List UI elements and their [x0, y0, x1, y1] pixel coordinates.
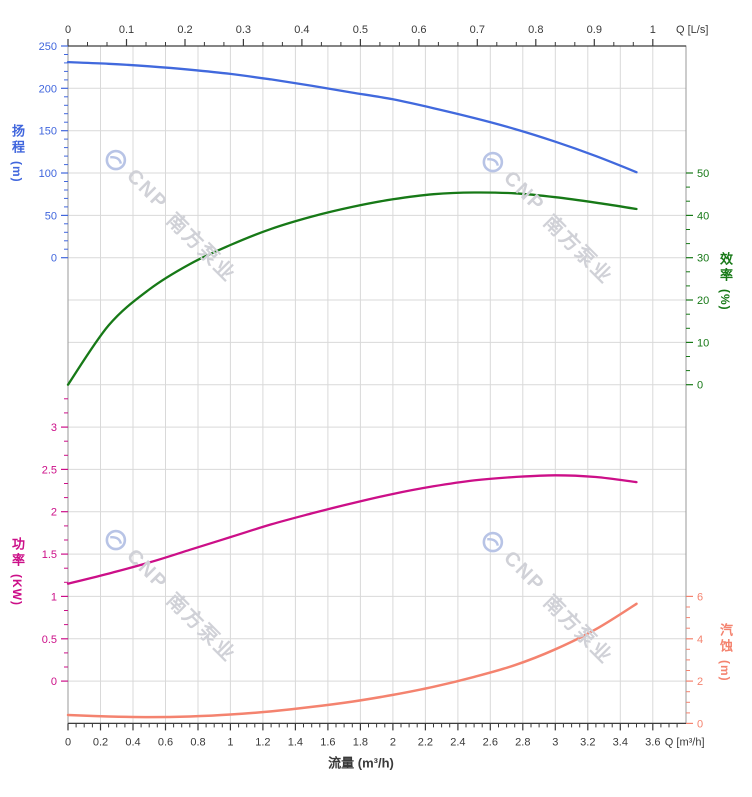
svg-text:3.2: 3.2 [580, 736, 595, 748]
npsh-axis-title: 汽蚀 (m) [718, 623, 733, 682]
svg-text:30: 30 [697, 253, 709, 265]
svg-text:0: 0 [697, 380, 703, 392]
svg-text:0.1: 0.1 [119, 24, 134, 36]
svg-text:2: 2 [51, 507, 57, 519]
svg-text:1.4: 1.4 [288, 736, 303, 748]
svg-text:2.2: 2.2 [418, 736, 433, 748]
svg-text:1.6: 1.6 [320, 736, 335, 748]
npsh-curve [66, 602, 638, 719]
svg-text:1: 1 [227, 736, 233, 748]
y-axis-power: 3 2.5 2 1.5 1 0.5 0 [42, 398, 68, 688]
head-curve [66, 60, 638, 174]
svg-text:0: 0 [51, 676, 57, 688]
svg-text:250: 250 [39, 41, 57, 53]
svg-text:0.5: 0.5 [42, 634, 57, 646]
efficiency-axis-unit: (%) [718, 289, 732, 311]
svg-text:4: 4 [697, 634, 703, 646]
efficiency-axis-title: 效率 (%) [718, 252, 733, 311]
head-axis-unit: (m) [10, 161, 24, 183]
efficiency-axis-title-text: 效率 [718, 252, 733, 284]
npsh-axis-title-text: 汽蚀 [718, 623, 733, 655]
svg-text:1.8: 1.8 [353, 736, 368, 748]
svg-text:0.3: 0.3 [236, 24, 251, 36]
head-axis-title-text: 扬程 [10, 124, 25, 156]
svg-text:2.6: 2.6 [483, 736, 498, 748]
efficiency-curve [66, 191, 638, 386]
svg-text:流量 (m³/h): 流量 (m³/h) [328, 755, 394, 770]
svg-text:0.2: 0.2 [177, 24, 192, 36]
svg-text:50: 50 [697, 168, 709, 180]
svg-text:10: 10 [697, 337, 709, 349]
npsh-axis-unit: (m) [718, 660, 732, 682]
svg-text:1.5: 1.5 [42, 549, 57, 561]
svg-text:0: 0 [65, 736, 71, 748]
svg-text:6: 6 [697, 591, 703, 603]
y-axis-head: 250 200 150 100 50 0 [39, 41, 68, 265]
bottom-axis: 0 0.2 0.4 0.6 0.8 1 1.2 1.4 1.6 1.8 2 2.2 2.4 2.6 2.8 3… [65, 723, 705, 770]
svg-text:3.4: 3.4 [613, 736, 628, 748]
svg-text:0.8: 0.8 [190, 736, 205, 748]
power-curve [66, 474, 638, 585]
svg-text:0.6: 0.6 [158, 736, 173, 748]
y-axis-efficiency: 50 40 30 20 10 0 [686, 168, 709, 392]
svg-text:20: 20 [697, 295, 709, 307]
svg-text:Q [L/s]: Q [L/s] [676, 24, 708, 36]
svg-text:0.9: 0.9 [587, 24, 602, 36]
svg-text:0.5: 0.5 [353, 24, 368, 36]
svg-text:2.8: 2.8 [515, 736, 530, 748]
power-axis-title-text: 功率 [10, 537, 25, 569]
svg-text:50: 50 [45, 210, 57, 222]
top-axis: 0 0.1 0.2 0.3 0.4 0.5 0.6 0.7 0.8 0.9 1 Q [L/s] [65, 24, 708, 46]
y-axis-npsh: 6 4 2 0 [686, 591, 703, 730]
svg-text:200: 200 [39, 83, 57, 95]
svg-text:0.6: 0.6 [411, 24, 426, 36]
power-axis-title: 功率 (KW) [10, 537, 25, 606]
power-axis-unit: (KW) [10, 574, 24, 606]
svg-text:0.7: 0.7 [470, 24, 485, 36]
svg-text:2: 2 [697, 676, 703, 688]
svg-text:3: 3 [51, 422, 57, 434]
svg-text:100: 100 [39, 168, 57, 180]
svg-text:Q [m³/h]: Q [m³/h] [665, 736, 705, 748]
svg-text:2: 2 [390, 736, 396, 748]
svg-text:0.8: 0.8 [528, 24, 543, 36]
svg-text:2.4: 2.4 [450, 736, 465, 748]
svg-text:0.4: 0.4 [125, 736, 140, 748]
svg-text:2.5: 2.5 [42, 464, 57, 476]
svg-text:0: 0 [697, 718, 703, 730]
svg-text:3: 3 [552, 736, 558, 748]
svg-text:150: 150 [39, 126, 57, 138]
svg-text:1: 1 [650, 24, 656, 36]
head-axis-title: 扬程 (m) [10, 124, 25, 183]
svg-text:0.4: 0.4 [294, 24, 309, 36]
svg-text:0: 0 [51, 253, 57, 265]
svg-text:0: 0 [65, 24, 71, 36]
svg-text:40: 40 [697, 210, 709, 222]
svg-text:0.2: 0.2 [93, 736, 108, 748]
svg-text:1.2: 1.2 [255, 736, 270, 748]
svg-text:3.6: 3.6 [645, 736, 660, 748]
grid [68, 46, 686, 724]
svg-text:1: 1 [51, 591, 57, 603]
